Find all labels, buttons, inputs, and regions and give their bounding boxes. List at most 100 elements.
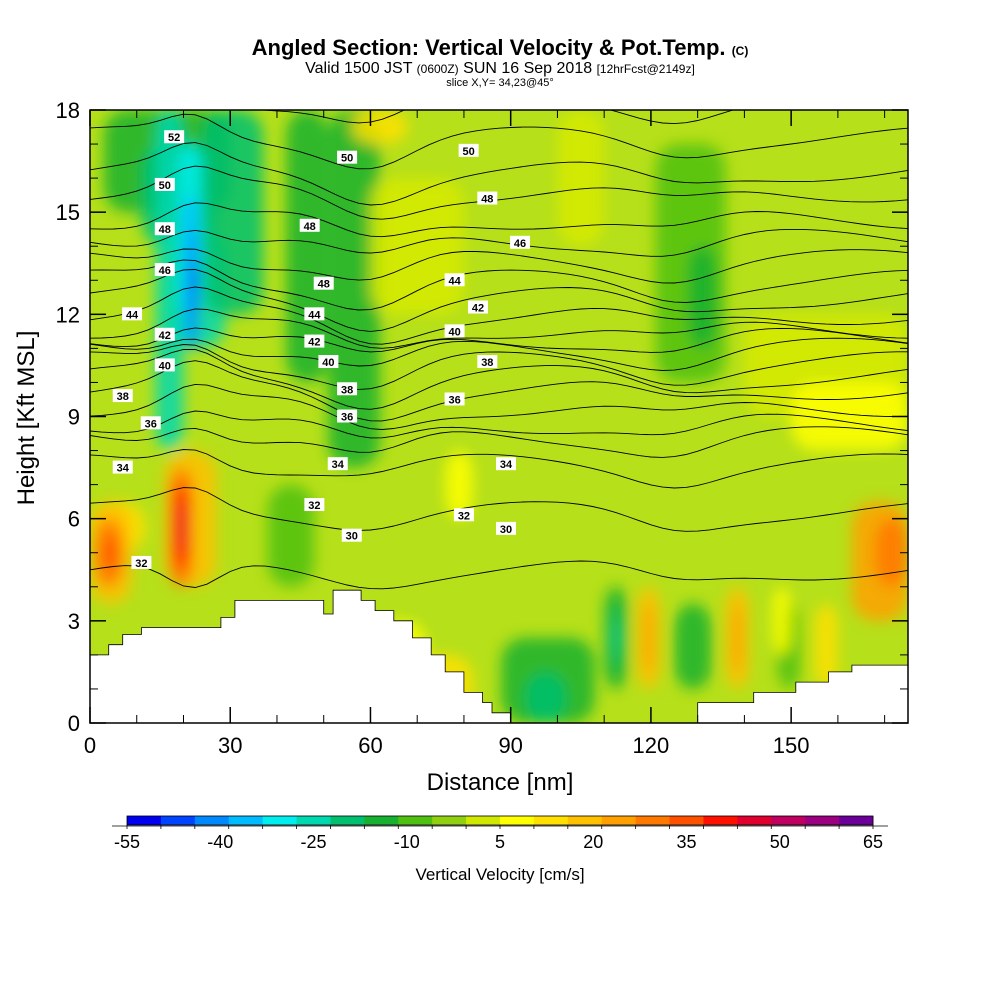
colorbar-label: -55 <box>114 832 140 852</box>
colorbar-label: -10 <box>394 832 420 852</box>
contour-label: 42 <box>308 337 320 349</box>
isentrope-line <box>90 248 908 284</box>
contour-label-box <box>154 222 175 236</box>
contour-label-box <box>112 389 133 403</box>
colorbar-label: 5 <box>495 832 505 852</box>
isentrope-line <box>90 142 908 206</box>
contour-label-box <box>444 392 465 406</box>
isentrope-line <box>90 449 908 489</box>
colorbar-swatch <box>228 816 264 825</box>
contour-label-box <box>154 177 175 191</box>
contour-label: 48 <box>159 224 171 236</box>
isentrope-line <box>90 269 908 332</box>
contour-label: 36 <box>448 394 460 406</box>
contour-label: 50 <box>341 153 353 165</box>
contour-label: 44 <box>126 309 139 321</box>
contour-label: 40 <box>448 326 460 338</box>
contour-label-box <box>477 191 498 205</box>
isentrope-line <box>90 165 908 220</box>
contour-label: 36 <box>341 412 353 424</box>
colorbar-swatch <box>296 816 331 825</box>
isentrope-line <box>90 113 908 170</box>
colorbar-swatch <box>567 816 603 825</box>
contour-label: 30 <box>500 524 512 536</box>
y-tick-label: 9 <box>68 405 80 430</box>
contour-label: 38 <box>117 391 129 403</box>
isentrope-line <box>90 202 908 238</box>
contour-label: 32 <box>458 510 470 522</box>
contour-label-box <box>299 218 320 232</box>
contour-label: 38 <box>341 384 353 396</box>
contour-label: 42 <box>472 303 484 315</box>
contour-label: 50 <box>462 146 474 158</box>
isentrope-line <box>90 349 908 410</box>
contour-label-box <box>496 521 517 535</box>
colorbar-swatch <box>805 816 840 825</box>
colorbar-swatch <box>635 816 670 825</box>
contour-label-box <box>341 528 362 542</box>
colorbar-label: -25 <box>300 832 326 852</box>
subtitle-forecast: [12hrFcst@2149z] <box>596 62 695 76</box>
contour-label-box <box>496 457 517 471</box>
isentrope-line <box>90 410 908 439</box>
colorbar-swatch <box>703 816 738 825</box>
contour-label: 34 <box>500 459 513 471</box>
x-tick-label: 150 <box>773 733 810 758</box>
contour-label-box <box>458 143 479 157</box>
contour-label-box <box>112 460 133 474</box>
contour-label-box <box>510 235 531 249</box>
contour-label-box <box>318 355 339 369</box>
y-tick-label: 6 <box>68 507 80 532</box>
contour-label-box <box>164 130 185 144</box>
contour-label: 48 <box>304 221 316 233</box>
isentrope-line <box>90 308 908 349</box>
colorbar-swatch <box>601 816 637 825</box>
isentrope-line <box>90 383 908 430</box>
contour-label: 48 <box>481 194 493 206</box>
colorbar-swatch <box>432 816 467 825</box>
contour-label-box <box>337 409 358 423</box>
slice-info: slice X,Y= 34,23@45° <box>446 77 554 89</box>
contour-label: 42 <box>159 330 171 342</box>
isentrope-line <box>90 360 908 422</box>
isentrope-line <box>90 327 908 353</box>
isentrope-line <box>90 426 908 458</box>
terrain <box>90 589 908 723</box>
subtitle-date: SUN 16 Sep 2018 <box>463 60 593 77</box>
colorbar-swatch <box>160 816 196 825</box>
colorbar-label: 20 <box>583 832 603 852</box>
x-tick-label: 60 <box>358 733 382 758</box>
contour-label-box <box>304 307 325 321</box>
y-tick-label: 3 <box>68 609 80 634</box>
colorbar-label: -40 <box>207 832 233 852</box>
chart-title: Angled Section: Vertical Velocity & Pot.… <box>251 35 726 60</box>
colorbar-swatch <box>669 816 704 825</box>
contour-label: 52 <box>168 132 180 144</box>
y-tick-label: 15 <box>56 200 80 225</box>
contour-label-box <box>337 150 358 164</box>
contour-label: 34 <box>117 463 130 475</box>
colorbar-swatch <box>398 816 433 825</box>
contour-label: 32 <box>135 558 147 570</box>
x-axis-title: Distance [nm] <box>427 769 574 796</box>
contour-label: 40 <box>159 360 171 372</box>
isentrope-line <box>90 487 908 532</box>
chart-title-block: Angled Section: Vertical Velocity & Pot.… <box>0 35 1000 90</box>
contour-label-box <box>140 416 161 430</box>
x-tick-label: 30 <box>218 733 242 758</box>
isentrope-line <box>90 344 908 390</box>
contour-label-box <box>313 276 334 290</box>
contour-label: 32 <box>308 500 320 512</box>
contour-label: 44 <box>308 309 321 321</box>
isentrope-line <box>90 259 908 311</box>
contour-label-box <box>154 263 175 277</box>
contour-label-box <box>337 382 358 396</box>
subtitle-valid: Valid 1500 JST <box>305 60 413 77</box>
contour-label-box <box>154 358 175 372</box>
contour-label: 50 <box>159 180 171 192</box>
contour-label: 30 <box>346 531 358 543</box>
colorbar-label: 35 <box>676 832 696 852</box>
x-tick-label: 120 <box>633 733 670 758</box>
contour-label: 34 <box>332 459 345 471</box>
